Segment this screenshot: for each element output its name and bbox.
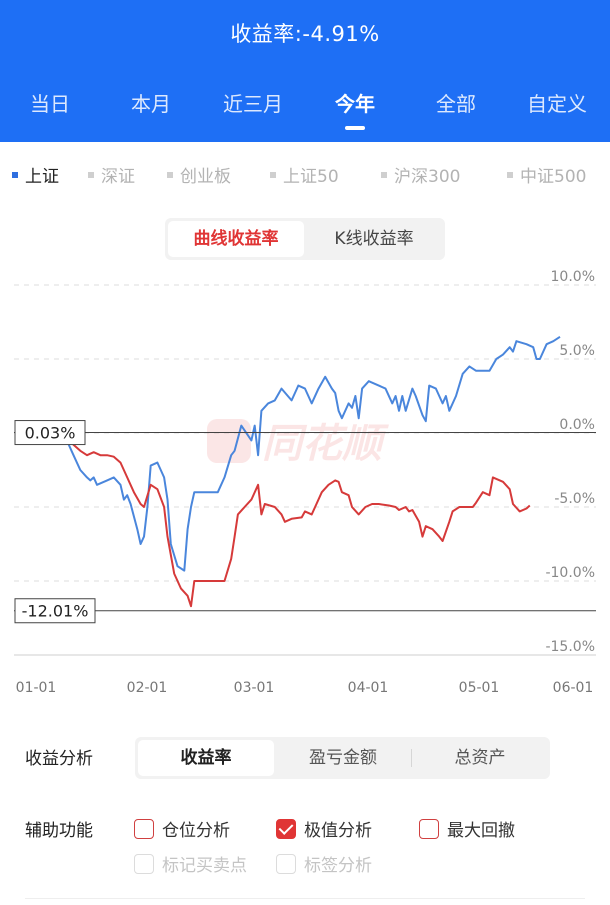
- index-label: 中证500: [520, 167, 587, 187]
- min-value-box: [14, 598, 96, 624]
- analysis-tabs: 收益率 盈亏金额 总资产: [135, 737, 550, 779]
- tab-today[interactable]: 当日: [5, 88, 95, 117]
- index-sse50[interactable]: 上证50: [270, 162, 339, 187]
- tab-return-rate[interactable]: 收益率: [138, 740, 274, 776]
- checkbox-label: 极值分析: [304, 821, 372, 841]
- watermark-text: 同花顺: [262, 421, 389, 467]
- tab-label: 全部: [436, 92, 476, 116]
- tab-label: 本月: [131, 92, 171, 116]
- extreme-analysis-checkbox[interactable]: 极值分析: [276, 816, 372, 841]
- tab-divider: [411, 749, 412, 767]
- tab-label: 近三月: [223, 92, 283, 116]
- checkbox-label: 标记买卖点: [162, 856, 247, 876]
- series-dot-icon: [167, 172, 173, 178]
- tab-label: 当日: [30, 92, 70, 116]
- y-tick-label: -5.0%: [554, 491, 595, 507]
- checkbox-label: 标签分析: [304, 856, 372, 876]
- y-tick-label: 0.0%: [559, 417, 595, 433]
- tab-this-year[interactable]: 今年: [310, 88, 400, 130]
- kline-return-button[interactable]: K线收益率: [334, 229, 414, 249]
- index-label: 上证: [25, 167, 59, 187]
- return-chart[interactable]: 同花顺 10.0% 5.0% 0.0% -5.0% -10.0% -15.0% 01-01…: [0, 270, 610, 700]
- checkbox-icon: [276, 854, 296, 874]
- analysis-label: 收益分析: [25, 749, 93, 769]
- chart-mode-toggle: 曲线收益率 K线收益率: [165, 218, 445, 260]
- extreme-markers: 0.03% -12.01%: [14, 420, 596, 624]
- tab-all[interactable]: 全部: [411, 88, 501, 117]
- watermark-logo-icon: [207, 419, 251, 463]
- return-rate-title: 收益率:-4.91%: [230, 22, 380, 46]
- index-selector: 上证 深证 创业板 上证50 沪深300 中证500: [0, 162, 610, 188]
- checkbox-icon: [419, 819, 439, 839]
- tag-analysis-checkbox: 标签分析: [276, 851, 372, 876]
- index-csi300[interactable]: 沪深300: [381, 162, 460, 187]
- x-tick-label: 01-01: [16, 680, 57, 696]
- curve-return-button[interactable]: 曲线收益率: [168, 221, 304, 257]
- x-tick-label: 02-01: [127, 680, 168, 696]
- index-chinext[interactable]: 创业板: [167, 162, 231, 187]
- tab-custom[interactable]: 自定义: [512, 88, 602, 117]
- min-value-label: -12.01%: [22, 602, 89, 621]
- series-dot-icon: [270, 172, 276, 178]
- series-dot-icon: [507, 172, 513, 178]
- index-label: 深证: [101, 167, 135, 187]
- active-tab-indicator: [345, 126, 365, 130]
- mark-trades-checkbox: 标记买卖点: [134, 851, 247, 876]
- checkbox-checked-icon: [276, 819, 296, 839]
- header-bar: 收益率:-4.91% 当日 本月 近三月 今年 全部 自定义: [0, 0, 610, 142]
- series-dot-icon: [88, 172, 94, 178]
- series-dot-icon: [381, 172, 387, 178]
- index-line: [65, 335, 561, 572]
- checkbox-icon: [134, 854, 154, 874]
- position-analysis-checkbox[interactable]: 仓位分析: [134, 816, 230, 841]
- tab-label: 今年: [335, 92, 375, 116]
- x-tick-label: 04-01: [348, 680, 389, 696]
- y-tick-label: 5.0%: [559, 343, 595, 359]
- aux-label: 辅助功能: [25, 821, 93, 841]
- tab-last-three-months[interactable]: 近三月: [208, 88, 298, 117]
- series-lines: [65, 335, 561, 608]
- checkbox-label: 仓位分析: [162, 821, 230, 841]
- y-axis-labels: 10.0% 5.0% 0.0% -5.0% -10.0% -15.0%: [545, 270, 595, 655]
- x-tick-label: 03-01: [234, 680, 275, 696]
- tab-label: 自定义: [527, 92, 587, 116]
- tab-profit-loss[interactable]: 盈亏金额: [309, 748, 377, 768]
- index-label: 上证50: [283, 167, 339, 187]
- tab-total-assets[interactable]: 总资产: [454, 748, 506, 768]
- checkbox-label: 最大回撤: [447, 821, 515, 841]
- x-tick-label: 06-01: [553, 680, 594, 696]
- tab-this-month[interactable]: 本月: [106, 88, 196, 117]
- checkbox-icon: [134, 819, 154, 839]
- period-tabs: 当日 本月 近三月 今年 全部 自定义: [0, 88, 610, 130]
- y-tick-label: 10.0%: [551, 270, 595, 285]
- x-axis-labels: 01-01 02-01 03-01 04-01 05-01 06-01: [16, 680, 594, 696]
- index-label: 创业板: [180, 167, 231, 187]
- index-shanghai[interactable]: 上证: [12, 162, 59, 187]
- return-line: [66, 436, 531, 608]
- index-label: 沪深300: [394, 167, 461, 187]
- bottom-divider: [25, 898, 585, 899]
- max-value-label: 0.03%: [25, 424, 76, 443]
- max-drawdown-checkbox[interactable]: 最大回撤: [419, 816, 515, 841]
- watermark-logo: 同花顺: [207, 419, 389, 467]
- index-csi500[interactable]: 中证500: [507, 162, 586, 187]
- y-tick-label: -15.0%: [545, 639, 595, 655]
- y-tick-label: -10.0%: [545, 565, 595, 581]
- series-dot-icon: [12, 172, 18, 178]
- grid-lines: [14, 284, 596, 656]
- index-shenzhen[interactable]: 深证: [88, 162, 135, 187]
- max-value-box: [14, 420, 86, 446]
- x-tick-label: 05-01: [459, 680, 500, 696]
